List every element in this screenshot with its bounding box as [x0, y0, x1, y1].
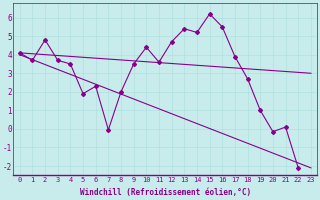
X-axis label: Windchill (Refroidissement éolien,°C): Windchill (Refroidissement éolien,°C): [80, 188, 251, 197]
